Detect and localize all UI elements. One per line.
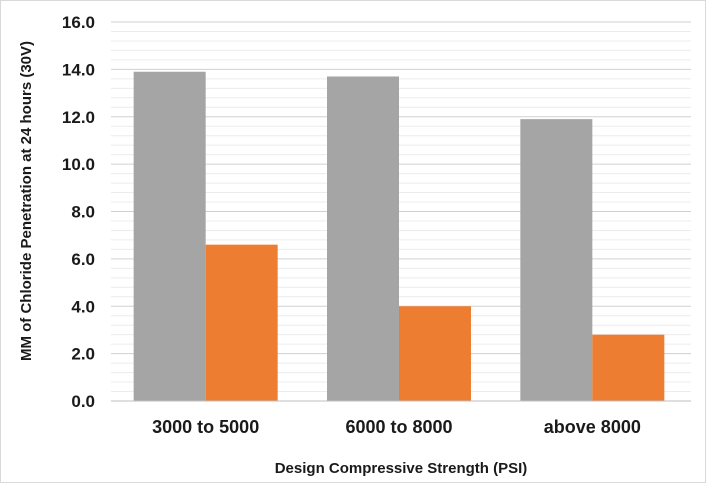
y-tick-label: 8.0	[71, 203, 95, 222]
bar	[592, 334, 665, 401]
x-tick-label: above 8000	[544, 417, 641, 437]
y-tick-label: 10.0	[62, 155, 95, 174]
x-axis-title: Design Compressive Strength (PSI)	[275, 460, 528, 477]
y-axis-ticks: 0.0 2.0 4.0 6.0 8.0 10.0 12.0 14.0 16.0	[62, 13, 95, 411]
y-tick-label: 16.0	[62, 13, 95, 32]
x-axis-ticks: 3000 to 5000 6000 to 8000 above 8000	[152, 417, 641, 437]
y-axis-title: MM of Chloride Penetration at 24 hours (…	[18, 41, 35, 361]
y-tick-label: 0.0	[71, 392, 95, 411]
bar	[133, 71, 206, 402]
x-tick-label: 6000 to 8000	[345, 417, 452, 437]
bars	[133, 71, 665, 402]
bar	[520, 119, 593, 402]
x-tick-label: 3000 to 5000	[152, 417, 259, 437]
bar	[399, 306, 471, 401]
y-tick-label: 2.0	[71, 345, 95, 364]
y-tick-label: 6.0	[71, 250, 95, 269]
y-tick-label: 14.0	[62, 60, 95, 79]
bar	[205, 244, 278, 401]
bar	[327, 76, 399, 401]
y-tick-label: 4.0	[71, 297, 95, 316]
y-tick-label: 12.0	[62, 108, 95, 127]
